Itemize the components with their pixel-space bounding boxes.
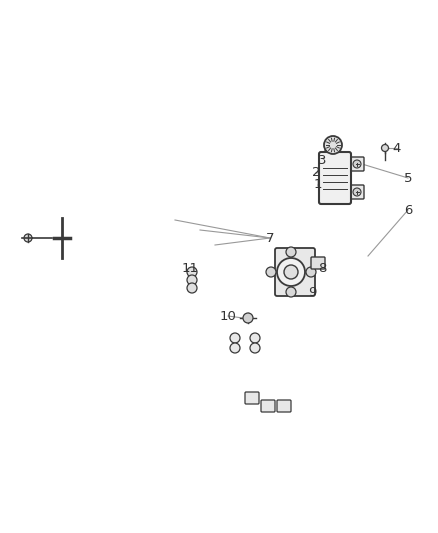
Circle shape <box>286 287 296 297</box>
Circle shape <box>284 265 298 279</box>
Text: 9: 9 <box>308 286 316 298</box>
Text: 8: 8 <box>318 262 326 274</box>
Circle shape <box>306 267 316 277</box>
Circle shape <box>230 343 240 353</box>
Circle shape <box>353 160 361 168</box>
Circle shape <box>187 267 197 277</box>
Circle shape <box>187 275 197 285</box>
Circle shape <box>187 283 197 293</box>
Circle shape <box>353 188 361 196</box>
FancyBboxPatch shape <box>347 157 364 171</box>
Text: 7: 7 <box>266 231 274 245</box>
Circle shape <box>277 258 305 286</box>
Text: 3: 3 <box>318 154 326 166</box>
FancyBboxPatch shape <box>319 152 351 204</box>
Text: 2: 2 <box>312 166 320 180</box>
Circle shape <box>243 313 253 323</box>
FancyBboxPatch shape <box>261 400 275 412</box>
Text: 10: 10 <box>219 310 237 322</box>
Text: 11: 11 <box>181 262 198 274</box>
Circle shape <box>324 136 342 154</box>
Circle shape <box>24 234 32 242</box>
Circle shape <box>230 333 240 343</box>
Circle shape <box>250 333 260 343</box>
Text: 1: 1 <box>314 179 322 191</box>
FancyBboxPatch shape <box>275 248 315 296</box>
Text: 6: 6 <box>404 204 412 216</box>
FancyBboxPatch shape <box>245 392 259 404</box>
Text: 5: 5 <box>404 172 412 184</box>
Circle shape <box>250 343 260 353</box>
FancyBboxPatch shape <box>277 400 291 412</box>
Circle shape <box>381 144 389 151</box>
Circle shape <box>266 267 276 277</box>
Text: 4: 4 <box>393 141 401 155</box>
FancyBboxPatch shape <box>347 185 364 199</box>
Circle shape <box>286 247 296 257</box>
FancyBboxPatch shape <box>311 257 325 269</box>
